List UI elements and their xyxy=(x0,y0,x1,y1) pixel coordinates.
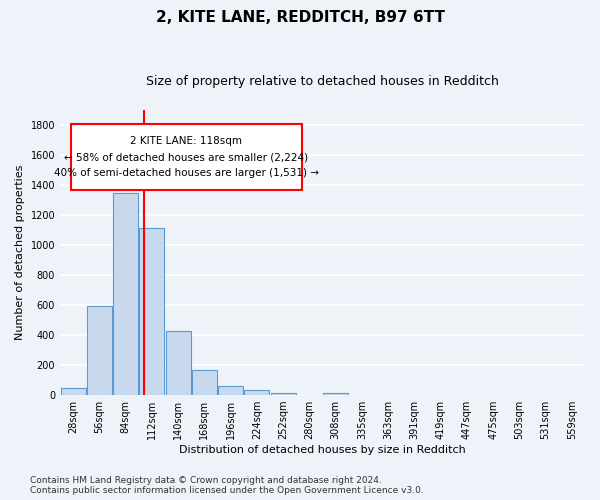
Text: 2, KITE LANE, REDDITCH, B97 6TT: 2, KITE LANE, REDDITCH, B97 6TT xyxy=(155,10,445,25)
Bar xyxy=(323,393,348,395)
Bar xyxy=(87,306,112,395)
Bar xyxy=(192,370,217,395)
Title: Size of property relative to detached houses in Redditch: Size of property relative to detached ho… xyxy=(146,75,499,88)
Bar xyxy=(113,192,138,395)
X-axis label: Distribution of detached houses by size in Redditch: Distribution of detached houses by size … xyxy=(179,445,466,455)
Text: Contains HM Land Registry data © Crown copyright and database right 2024.
Contai: Contains HM Land Registry data © Crown c… xyxy=(30,476,424,495)
Bar xyxy=(139,228,164,395)
Y-axis label: Number of detached properties: Number of detached properties xyxy=(15,165,25,340)
Bar xyxy=(271,393,296,395)
Bar xyxy=(61,388,86,395)
Bar xyxy=(166,332,191,395)
FancyBboxPatch shape xyxy=(71,124,302,190)
Bar xyxy=(218,386,243,395)
Text: 2 KITE LANE: 118sqm
← 58% of detached houses are smaller (2,224)
40% of semi-det: 2 KITE LANE: 118sqm ← 58% of detached ho… xyxy=(53,136,319,177)
Bar xyxy=(244,390,269,395)
